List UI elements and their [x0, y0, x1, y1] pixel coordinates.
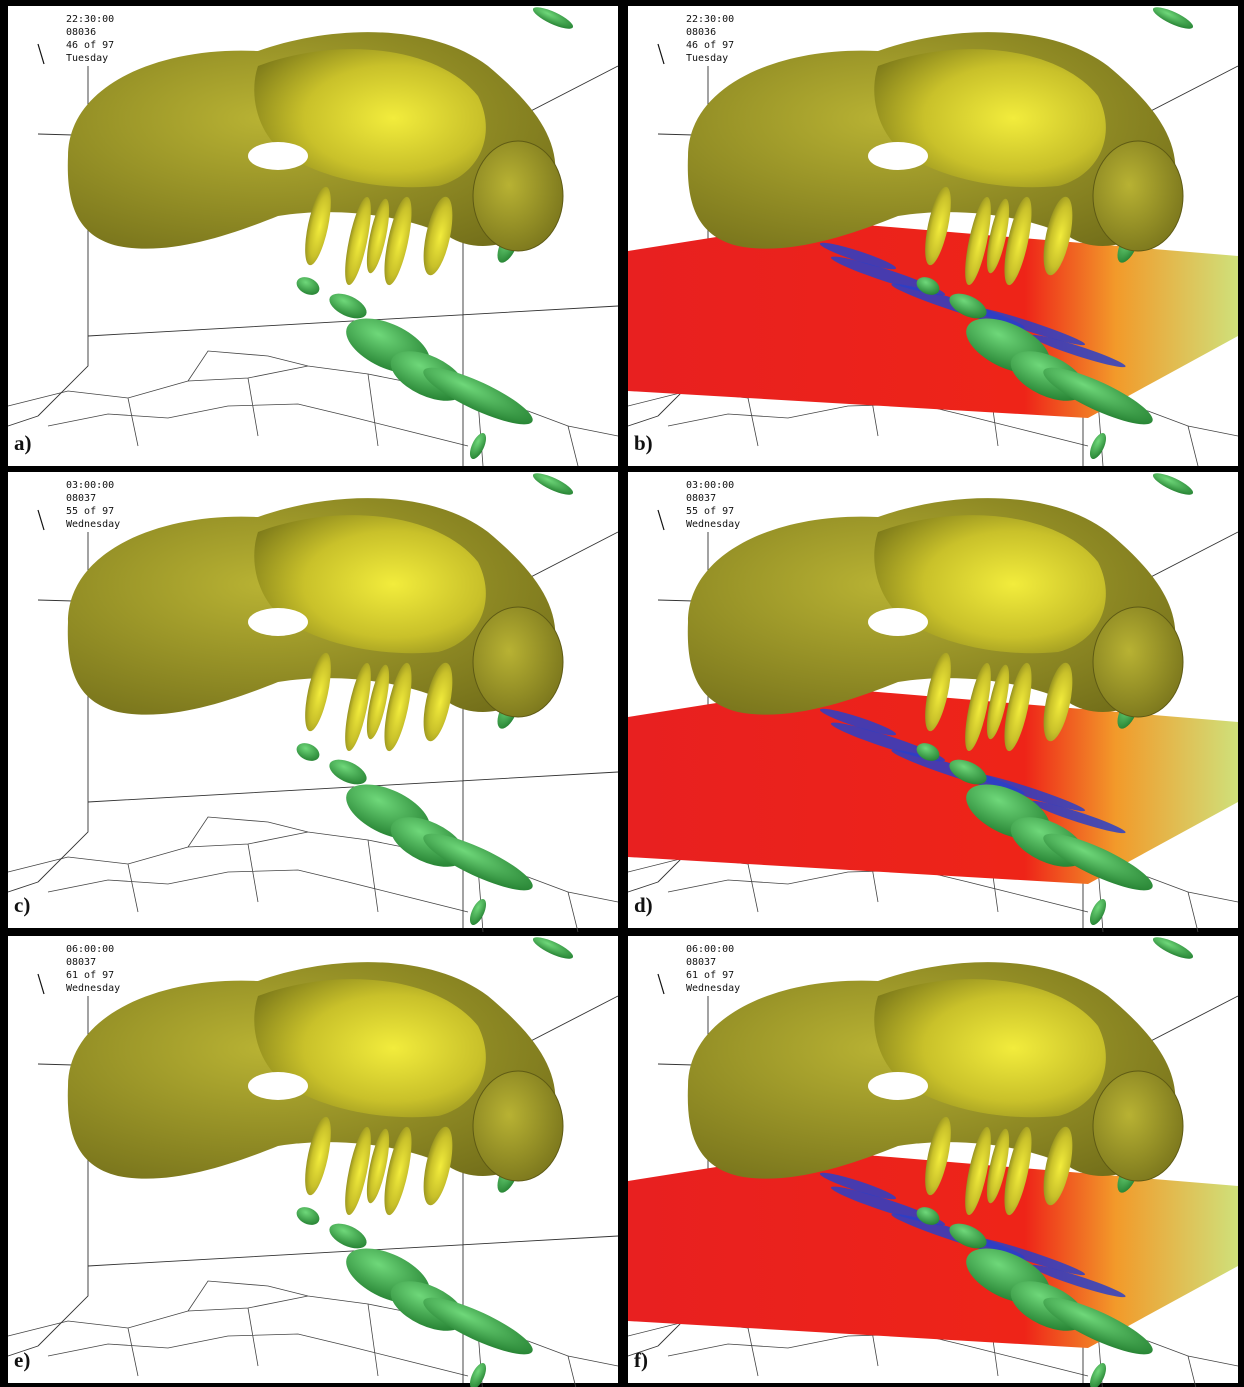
panel: 03:00:00 08037 55 of 97 Wednesday c): [8, 469, 618, 932]
info-frame: 61 of 97: [686, 970, 734, 981]
panel: 22:30:00 08036 46 of 97 Tuesday a): [8, 3, 618, 466]
yellow-roll: [1093, 1071, 1183, 1181]
info-day: Wednesday: [686, 519, 740, 530]
info-time: 06:00:00: [686, 944, 734, 955]
info-code: 08036: [66, 27, 96, 38]
info-frame: 55 of 97: [686, 506, 734, 517]
panel: 06:00:00 08037 61 of 97 Wednesday f): [628, 933, 1238, 1387]
info-frame: 46 of 97: [66, 40, 114, 51]
panel-label: e): [14, 1348, 30, 1372]
panel-label: a): [14, 431, 32, 455]
info-day: Tuesday: [66, 53, 108, 64]
info-time: 06:00:00: [66, 944, 114, 955]
yellow-roll: [473, 1071, 563, 1181]
info-day: Wednesday: [686, 983, 740, 994]
info-code: 08037: [686, 957, 716, 968]
info-day: Tuesday: [686, 53, 728, 64]
panel: 03:00:00 08037 55 of 97 Wednesday d): [628, 469, 1238, 932]
white-hole: [868, 608, 928, 636]
panel-label: d): [634, 893, 653, 917]
yellow-roll: [473, 607, 563, 717]
yellow-roll: [1093, 141, 1183, 251]
info-code: 08037: [66, 957, 96, 968]
info-time: 03:00:00: [686, 480, 734, 491]
info-time: 22:30:00: [66, 14, 114, 25]
panel-label: f): [634, 1348, 648, 1372]
white-hole: [248, 608, 308, 636]
info-code: 08037: [66, 493, 96, 504]
yellow-roll: [1093, 607, 1183, 717]
panel-label: c): [14, 893, 30, 917]
white-hole: [248, 1072, 308, 1100]
info-frame: 46 of 97: [686, 40, 734, 51]
panel-label: b): [634, 431, 653, 455]
yellow-roll: [473, 141, 563, 251]
info-frame: 55 of 97: [66, 506, 114, 517]
info-code: 08036: [686, 27, 716, 38]
info-day: Wednesday: [66, 983, 120, 994]
info-day: Wednesday: [66, 519, 120, 530]
page: {"panels": [ {"time": "22:30:00", "code"…: [0, 0, 1244, 1387]
figure: 22:30:00 08036 46 of 97 Tuesday a) 22:30:00 08…: [0, 0, 1244, 1387]
info-time: 03:00:00: [66, 480, 114, 491]
white-hole: [868, 142, 928, 170]
panel: 06:00:00 08037 61 of 97 Wednesday e): [8, 933, 618, 1387]
white-hole: [248, 142, 308, 170]
info-frame: 61 of 97: [66, 970, 114, 981]
info-code: 08037: [686, 493, 716, 504]
info-time: 22:30:00: [686, 14, 734, 25]
white-hole: [868, 1072, 928, 1100]
panel: 22:30:00 08036 46 of 97 Tuesday b): [628, 3, 1238, 466]
